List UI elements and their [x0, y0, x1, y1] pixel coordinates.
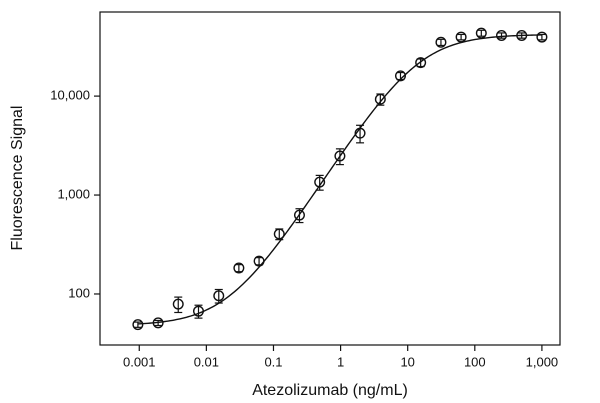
data-point — [354, 127, 366, 139]
data-point — [496, 29, 508, 41]
data-point — [455, 31, 467, 43]
data-point — [213, 290, 225, 302]
data-point — [334, 150, 346, 162]
data-point — [415, 57, 427, 69]
x-tick-label: 100 — [464, 354, 486, 369]
x-tick-label: 0.01 — [194, 354, 219, 369]
x-axis-title: Atezolizumab (ng/mL) — [252, 382, 408, 399]
y-tick-label: 1,000 — [57, 186, 90, 201]
y-tick-label: 10,000 — [50, 88, 90, 103]
data-point — [172, 298, 184, 310]
plot-frame — [99, 11, 561, 346]
data-point — [374, 93, 386, 105]
x-tick-label: 1 — [337, 354, 344, 369]
data-point — [152, 317, 164, 329]
data-point — [293, 209, 305, 221]
x-tick-label: 10 — [400, 354, 414, 369]
data-point — [435, 36, 447, 48]
x-tick-label: 0.1 — [264, 354, 282, 369]
x-tick-label: 0.001 — [123, 354, 156, 369]
data-point — [475, 27, 487, 39]
data-point — [192, 305, 204, 317]
x-tick-label: 1,000 — [526, 354, 559, 369]
data-point — [536, 31, 548, 43]
data-point — [314, 176, 326, 188]
data-point — [253, 255, 265, 267]
y-tick-label: 100 — [68, 285, 90, 300]
fit-curve — [137, 34, 542, 325]
data-point — [132, 319, 144, 331]
data-point — [394, 70, 406, 82]
data-point — [273, 228, 285, 240]
data-point — [516, 29, 528, 41]
data-point — [233, 262, 245, 274]
y-axis-title: Fluorescence Signal — [9, 106, 26, 251]
